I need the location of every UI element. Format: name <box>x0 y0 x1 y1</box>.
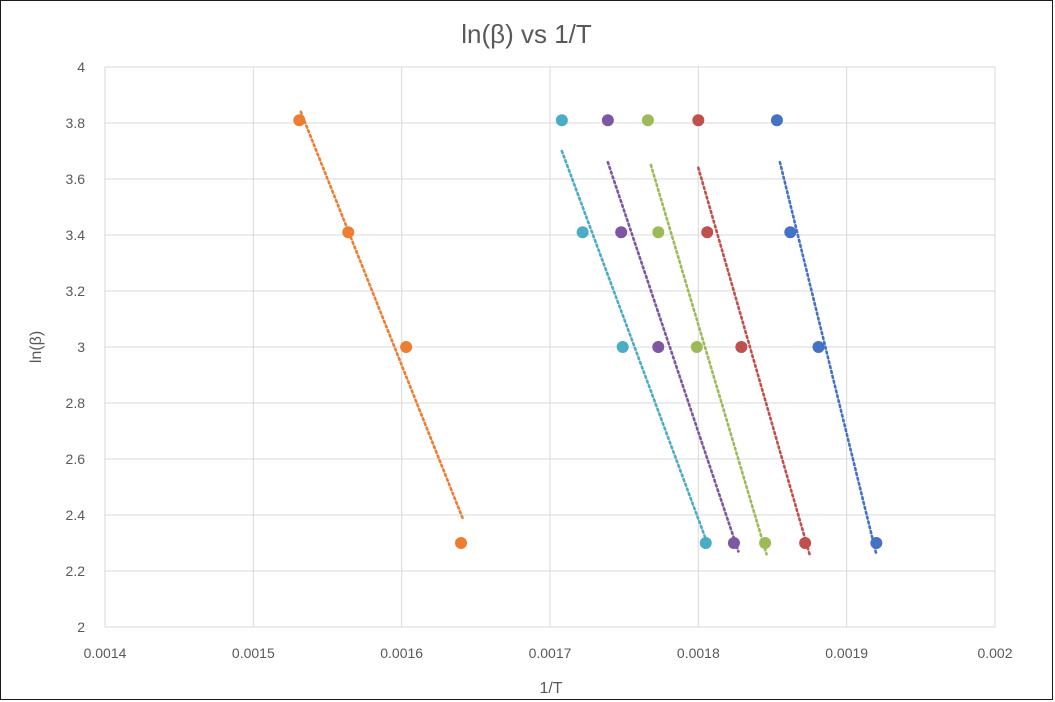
x-tick-label: 0.0016 <box>380 645 423 661</box>
x-tick-label: 0.0014 <box>84 645 127 661</box>
data-point-series-5 <box>692 114 704 126</box>
data-point-series-3 <box>652 341 664 353</box>
data-point-series-4 <box>691 341 703 353</box>
data-point-series-3 <box>615 226 627 238</box>
data-point-series-1 <box>342 226 354 238</box>
data-point-series-6 <box>784 226 796 238</box>
y-tick-label: 3.4 <box>66 227 86 243</box>
data-point-series-5 <box>735 341 747 353</box>
data-point-series-5 <box>701 226 713 238</box>
data-point-series-3 <box>602 114 614 126</box>
y-tick-label: 2 <box>77 619 85 635</box>
data-point-series-1 <box>293 114 305 126</box>
y-tick-label: 2.6 <box>66 451 86 467</box>
y-tick-label: 2.8 <box>66 395 86 411</box>
data-point-series-4 <box>642 114 654 126</box>
data-point-series-3 <box>728 537 740 549</box>
data-point-series-6 <box>771 114 783 126</box>
x-tick-label: 0.0017 <box>529 645 572 661</box>
y-tick-label: 3.2 <box>66 283 86 299</box>
y-tick-label: 3.8 <box>66 115 86 131</box>
y-tick-label: 2.2 <box>66 563 86 579</box>
x-tick-label: 0.0018 <box>677 645 720 661</box>
data-point-series-6 <box>870 537 882 549</box>
data-point-series-4 <box>652 226 664 238</box>
x-tick-label: 0.002 <box>977 645 1012 661</box>
trendline-series-6 <box>780 162 876 554</box>
y-tick-label: 4 <box>77 59 85 75</box>
data-point-series-4 <box>759 537 771 549</box>
data-point-series-5 <box>799 537 811 549</box>
data-point-series-6 <box>812 341 824 353</box>
data-point-series-1 <box>455 537 467 549</box>
y-tick-label: 3 <box>77 339 85 355</box>
data-point-series-2 <box>700 537 712 549</box>
trendline-series-3 <box>608 162 739 551</box>
trendline-series-5 <box>698 168 809 554</box>
data-point-series-2 <box>556 114 568 126</box>
data-point-series-2 <box>577 226 589 238</box>
trendline-series-4 <box>651 165 767 554</box>
y-tick-label: 2.4 <box>66 507 86 523</box>
data-point-series-2 <box>617 341 629 353</box>
y-tick-label: 3.6 <box>66 171 86 187</box>
x-tick-label: 0.0019 <box>825 645 868 661</box>
data-point-series-1 <box>400 341 412 353</box>
x-tick-label: 0.0015 <box>232 645 275 661</box>
trendline-series-1 <box>301 112 463 518</box>
